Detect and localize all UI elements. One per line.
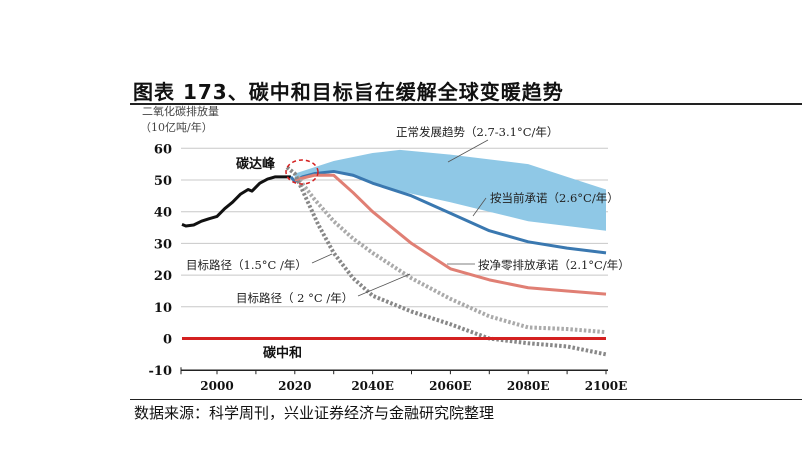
y-axis-unit: （10亿吨/年） xyxy=(140,120,213,134)
title-divider xyxy=(130,103,802,105)
series-line-4 xyxy=(285,165,607,357)
path15-label: 目标路径（1.5°C /年） xyxy=(186,258,307,272)
y-tick-label: -10 xyxy=(149,364,173,379)
y-tick-label: 20 xyxy=(154,269,172,284)
band-leader xyxy=(447,139,489,163)
x-tick-label: 2020 xyxy=(278,379,311,393)
y-axis-label: 二氧化碳排放量 xyxy=(142,104,219,118)
series-line-3 xyxy=(285,165,607,335)
y-tick-label: 40 xyxy=(154,206,172,221)
series-line-2 xyxy=(294,173,607,296)
series-line-0 xyxy=(181,175,291,228)
y-tick-label: 30 xyxy=(154,237,172,252)
trend-band xyxy=(294,149,606,231)
y-tick-label: 60 xyxy=(154,142,172,157)
current-label: 按当前承诺（2.6°C/年） xyxy=(490,191,619,205)
netzero-label: 按净零排放承诺（2.1°C/年） xyxy=(478,258,630,272)
path2-label: 目标路径（ 2 °C /年） xyxy=(236,291,353,305)
x-tick-label: 2100E xyxy=(585,379,628,393)
current-leader xyxy=(472,197,487,217)
x-tick-label: 2080E xyxy=(507,379,550,393)
path2-leader xyxy=(357,273,411,297)
y-tick-label: 10 xyxy=(154,301,172,316)
chart-title: 图表 173、碳中和目标旨在缓解全球变暖趋势 xyxy=(133,80,564,104)
x-tick-label: 2060E xyxy=(429,379,472,393)
neutral-label: 碳中和 xyxy=(263,345,302,361)
peak-label: 碳达峰 xyxy=(236,156,276,172)
y-tick-label: 50 xyxy=(154,174,172,189)
peak-circle xyxy=(285,159,319,185)
footer-divider xyxy=(130,399,802,400)
band-label: 正常发展趋势（2.7-3.1°C/年） xyxy=(396,125,558,139)
path15-leader xyxy=(311,253,333,264)
y-tick-label: 0 xyxy=(163,333,172,348)
source-note: 数据来源：科学周刊，兴业证券经济与金融研究院整理 xyxy=(134,404,495,422)
x-tick-label: 2000 xyxy=(200,379,233,393)
x-tick-label: 2040E xyxy=(351,379,394,393)
